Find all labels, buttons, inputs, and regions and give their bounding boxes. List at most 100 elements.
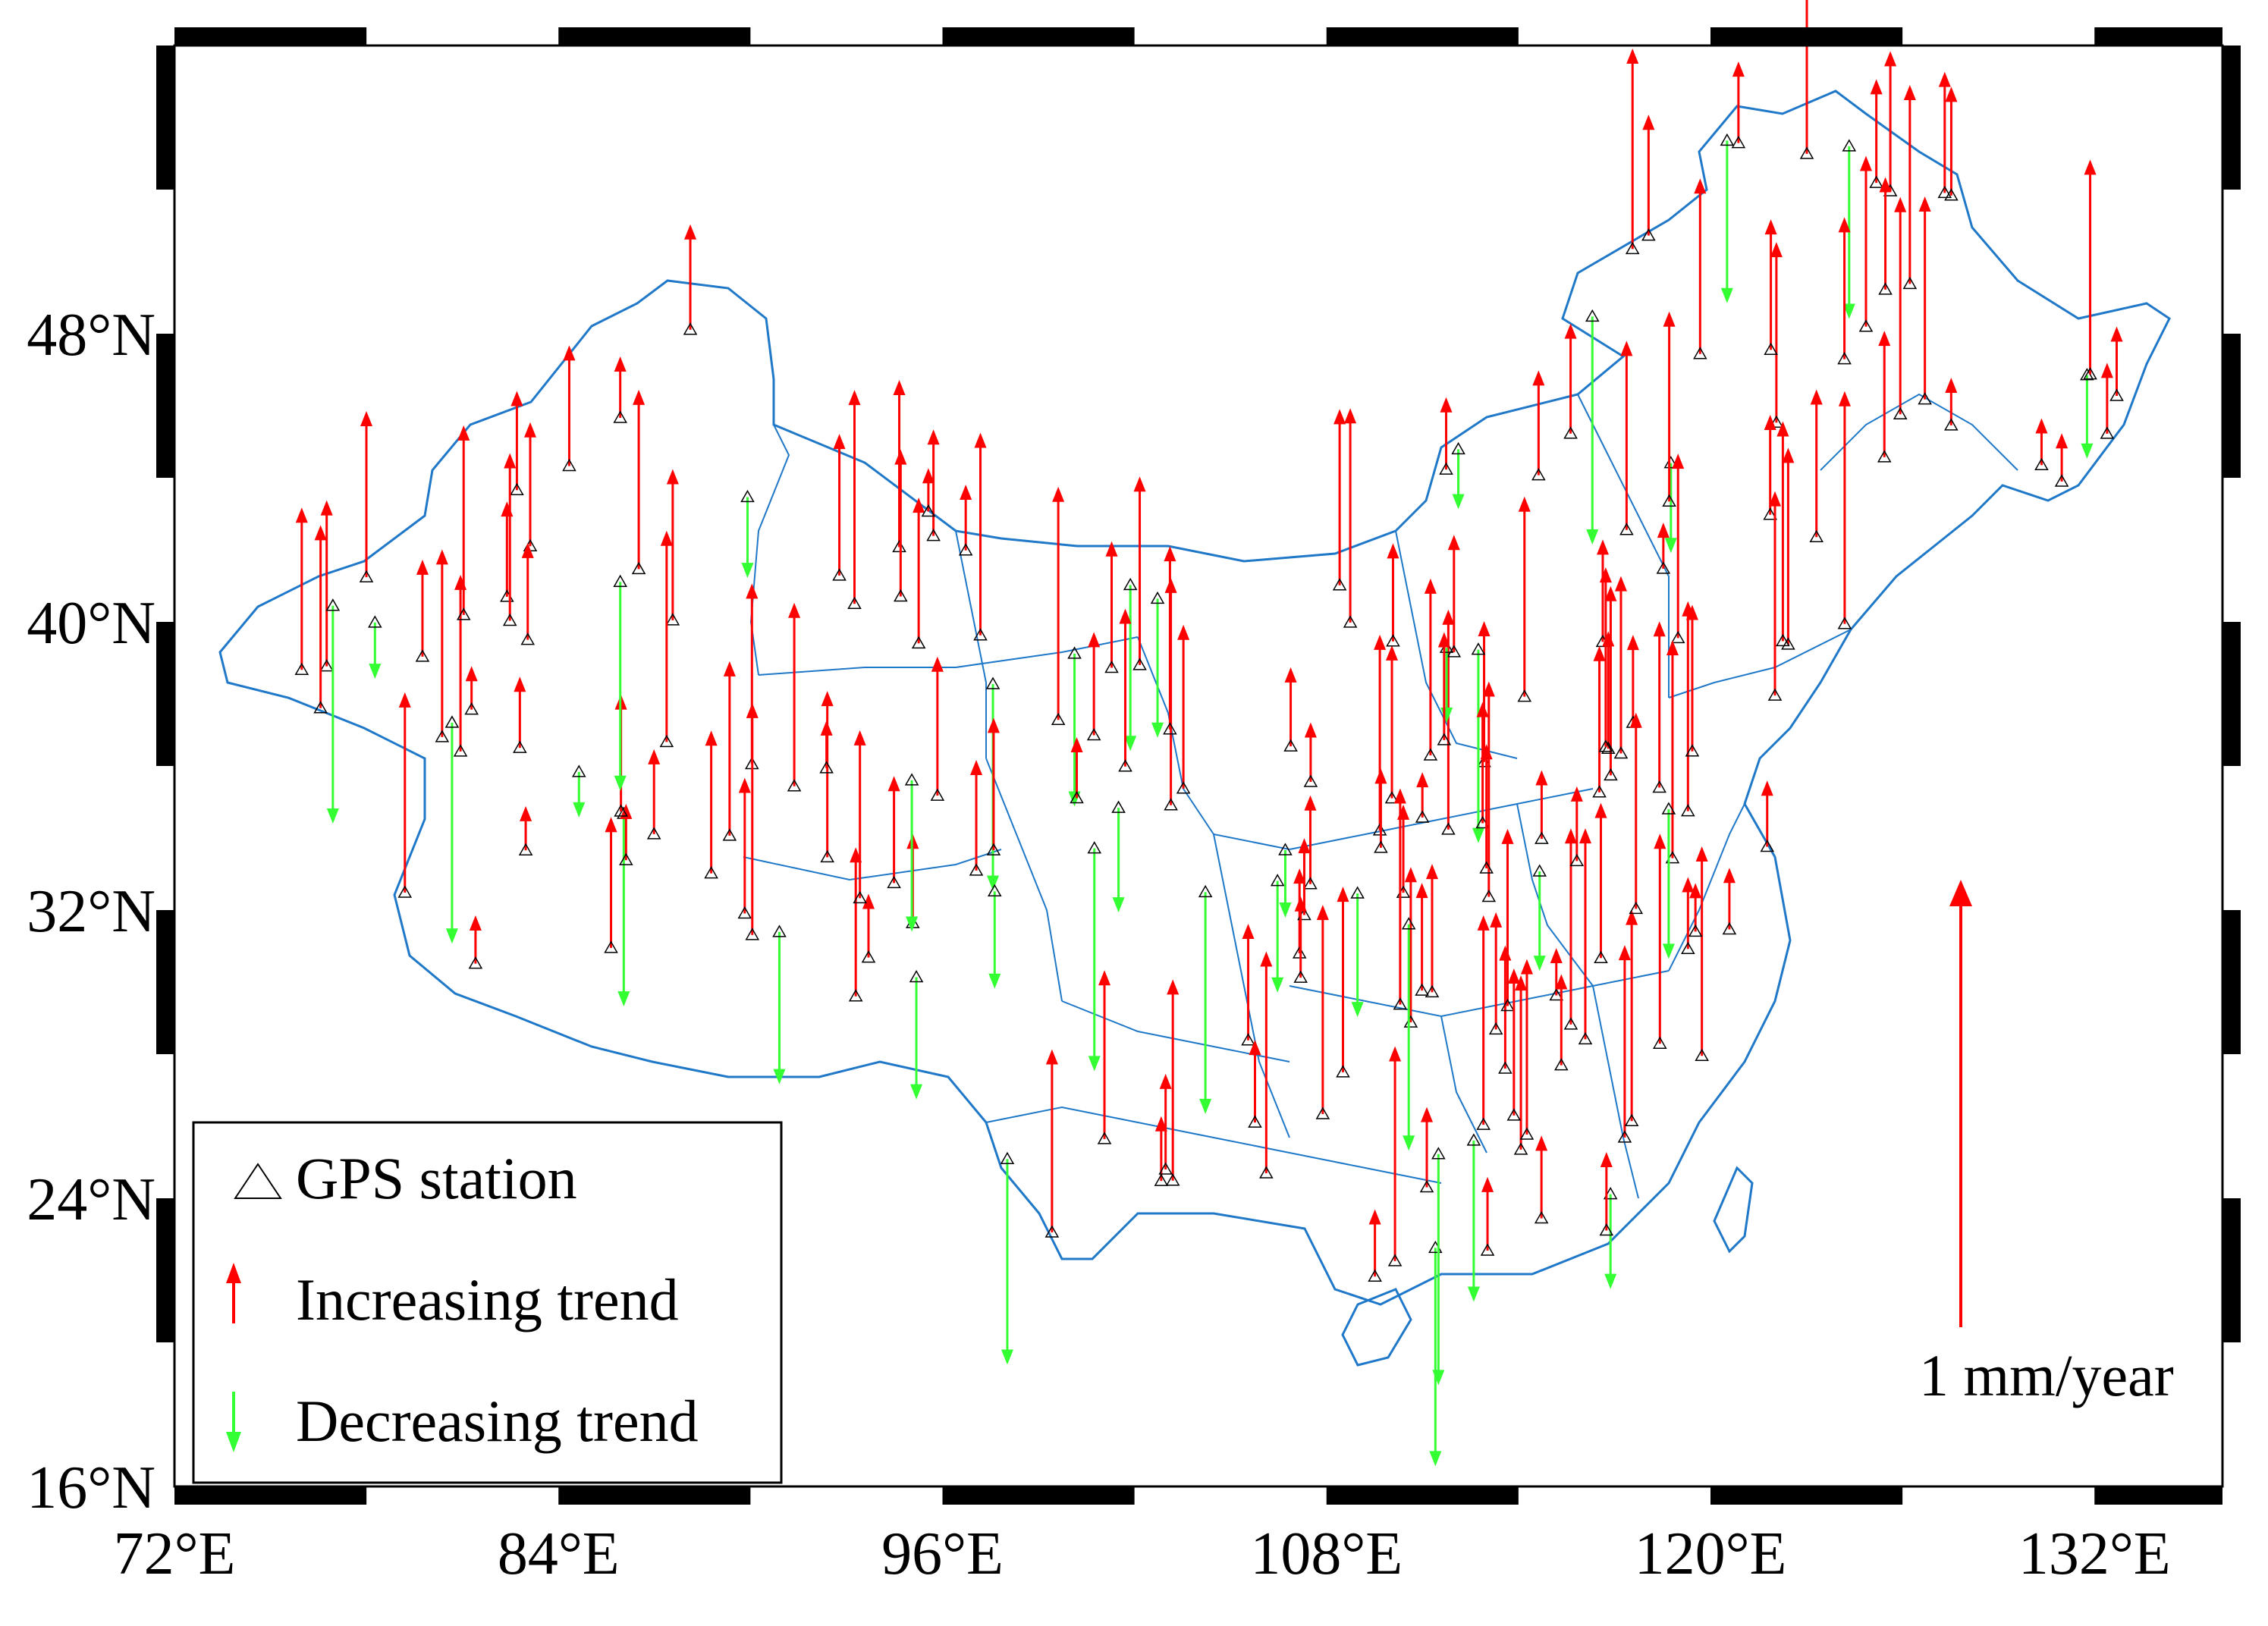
increasing-arrowhead — [1629, 712, 1642, 728]
increasing-arrowhead — [1689, 883, 1702, 899]
gps-station-marker — [1918, 392, 1932, 405]
gps-station-marker — [772, 924, 787, 937]
increasing-arrowhead — [974, 432, 987, 448]
frame-stripe-bottom — [174, 1486, 367, 1505]
decreasing-arrowhead — [1586, 529, 1599, 545]
increasing-arrowhead — [1838, 391, 1851, 406]
gps-station-marker — [502, 613, 517, 626]
increasing-arrowhead — [1425, 864, 1438, 880]
gps-station-marker — [415, 649, 430, 662]
gps-station-marker — [1517, 689, 1532, 702]
gps-station-marker — [1488, 1022, 1503, 1035]
gps-station-marker — [1763, 507, 1778, 520]
gps-station-marker — [894, 589, 908, 602]
gps-station-marker — [1086, 727, 1101, 741]
y-tick-label: 16°N — [27, 1455, 155, 1521]
gps-station-marker — [665, 613, 680, 626]
gps-station-marker — [1293, 970, 1308, 983]
increasing-arrowhead — [1626, 909, 1638, 925]
increasing-arrowhead — [504, 453, 517, 469]
decreasing-arrowhead — [906, 916, 919, 932]
increasing-arrowhead — [1387, 543, 1399, 559]
gps-station-marker — [1534, 1211, 1549, 1224]
gps-station-marker — [2109, 388, 2124, 401]
increasing-arrowhead — [1653, 621, 1666, 637]
increasing-arrowhead — [1570, 786, 1583, 802]
increasing-arrowhead — [1045, 1049, 1058, 1065]
gps-station-marker — [1601, 741, 1616, 754]
increasing-arrowhead — [1337, 887, 1349, 902]
y-tick-label: 32°N — [27, 878, 155, 945]
increasing-arrowhead — [1070, 737, 1083, 753]
gps-station-marker — [1386, 634, 1400, 647]
gps-station-marker — [1431, 1147, 1446, 1160]
gps-station-marker — [1902, 276, 1918, 290]
increasing-arrowhead — [1776, 421, 1789, 437]
gps-station-marker — [1097, 1132, 1112, 1144]
gps-station-marker — [1425, 984, 1440, 998]
decreasing-arrowhead — [1271, 977, 1284, 993]
gps-station-marker — [892, 539, 906, 553]
increasing-arrowhead — [1879, 177, 1892, 193]
gps-station-marker — [1519, 1127, 1535, 1140]
gps-station-marker — [1480, 1243, 1495, 1256]
gps-station-marker — [1869, 175, 1883, 188]
increasing-arrowhead — [1596, 539, 1609, 555]
gps-station-marker — [1070, 791, 1084, 804]
increasing-arrowhead — [893, 380, 906, 396]
increasing-arrowhead — [746, 583, 759, 599]
increasing-arrowhead — [1732, 61, 1745, 77]
gps-station-marker — [1513, 1142, 1528, 1155]
gps-station-marker — [1720, 133, 1735, 146]
gps-station-marker — [520, 633, 536, 645]
gps-station-marker — [1441, 822, 1456, 835]
gps-station-marker — [861, 950, 876, 963]
gps-station-marker — [904, 773, 919, 786]
gps-station-marker — [1878, 282, 1893, 295]
gps-station-marker — [1481, 889, 1497, 902]
decreasing-arrowhead — [741, 563, 754, 579]
increasing-arrowhead — [1164, 546, 1176, 562]
gps-station-marker — [740, 489, 755, 503]
gps-station-marker — [1198, 884, 1213, 898]
decreasing-arrowhead — [1533, 956, 1546, 972]
gps-station-marker — [1937, 185, 1952, 199]
gps-station-marker — [619, 852, 633, 865]
increasing-arrowhead — [987, 717, 1000, 733]
increasing-arrowhead — [1167, 979, 1180, 995]
gps-station-marker — [1837, 352, 1852, 365]
increasing-arrowhead — [1626, 48, 1639, 64]
gps-station-marker — [1598, 739, 1613, 752]
decreasing-arrowhead — [573, 802, 586, 818]
decreasing-arrowhead — [988, 973, 1001, 989]
x-tick-label: 108°E — [1250, 1521, 1403, 1587]
frame-stripe-bottom — [2094, 1486, 2222, 1505]
increasing-arrowhead — [1654, 833, 1666, 849]
increasing-arrowhead — [1768, 491, 1781, 507]
gps-station-marker — [562, 458, 576, 472]
gps-station-marker — [737, 906, 752, 919]
increasing-arrowhead — [1604, 585, 1617, 601]
gps-station-marker — [1447, 645, 1462, 658]
gps-station-marker — [1393, 997, 1408, 1010]
gps-station-marker — [832, 568, 847, 581]
y-tick-label: 24°N — [27, 1166, 155, 1233]
increasing-arrowhead — [514, 676, 526, 692]
gps-station-marker — [1401, 917, 1416, 930]
increasing-arrowhead — [1695, 846, 1708, 862]
increasing-arrowhead — [1515, 975, 1528, 991]
gps-station-marker — [1688, 924, 1703, 937]
y-tick-label: 48°N — [27, 302, 155, 369]
frame-stripe-top — [174, 27, 367, 46]
increasing-arrowhead — [1878, 331, 1891, 347]
gps-station-marker — [973, 628, 988, 641]
gps-station-marker — [1641, 228, 1656, 241]
gps-station-marker — [1629, 901, 1644, 915]
decreasing-arrowhead — [1664, 538, 1677, 554]
increasing-arrowhead — [360, 410, 373, 426]
gps-station-marker — [1625, 241, 1640, 255]
increasing-arrowhead — [314, 525, 327, 541]
frame-stripe-bottom — [1710, 1486, 1903, 1505]
increasing-arrowhead — [960, 485, 972, 501]
gps-station-marker — [1104, 661, 1119, 673]
